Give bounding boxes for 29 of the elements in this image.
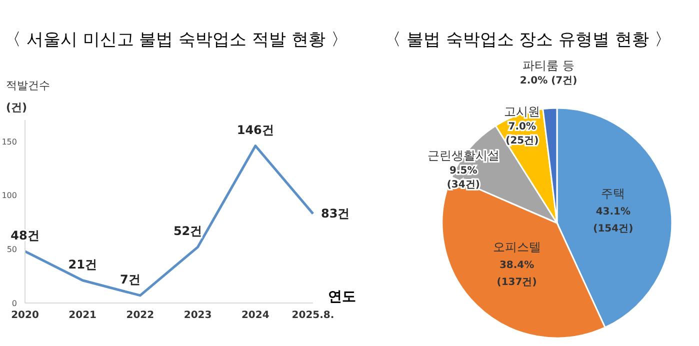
data-label: 7.0% (25건) bbox=[506, 122, 539, 147]
slice-label: 주택 bbox=[601, 186, 626, 201]
data-label: 48건 bbox=[10, 228, 40, 242]
slice-label: 오피스텔 bbox=[492, 240, 541, 254]
data-label: 2.0% (7건) bbox=[520, 75, 578, 86]
chart-title: 〈 서울시 미신고 불법 숙박업소 적발 현황 〉 bbox=[4, 29, 348, 51]
data-label: 7건 bbox=[120, 272, 140, 286]
y-axis-title: 적발건수 (건) bbox=[6, 78, 50, 115]
y-tick-label: 50 bbox=[6, 245, 17, 254]
y-tick-label: 150 bbox=[2, 137, 17, 146]
x-axis-title: 연도 bbox=[328, 288, 356, 306]
slice-label: 근린생활시설 bbox=[427, 148, 500, 163]
chart-title: 〈 불법 숙박업소 장소 유형별 현황 〉 bbox=[384, 29, 672, 51]
slice-label: 고시원 bbox=[504, 104, 540, 119]
x-tick-label: 2024 bbox=[241, 310, 270, 322]
x-tick-label: 2020 bbox=[11, 310, 39, 322]
slice-label: 파티룸 등 bbox=[522, 58, 574, 72]
x-tick-label: 2025.8. bbox=[292, 310, 334, 322]
x-tick-label: 2023 bbox=[184, 310, 212, 322]
data-label: 21건 bbox=[68, 257, 97, 272]
x-tick-label: 2021 bbox=[68, 310, 97, 322]
y-tick-label: 0 bbox=[12, 298, 17, 308]
data-label: 38.4% (137건) bbox=[496, 260, 537, 288]
data-label: 43.1% (154건) bbox=[593, 206, 634, 235]
data-label: 146건 bbox=[236, 122, 274, 137]
data-label: 83건 bbox=[321, 206, 350, 221]
data-label: 52건 bbox=[173, 224, 202, 238]
x-tick-label: 2022 bbox=[126, 310, 154, 322]
y-tick-label: 100 bbox=[2, 191, 17, 200]
